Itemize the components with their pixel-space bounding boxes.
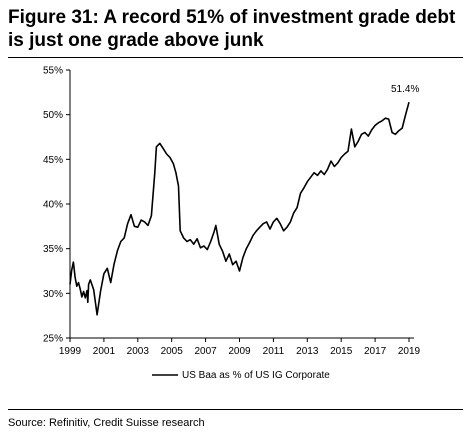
x-tick-label: 2011 <box>263 346 285 357</box>
y-tick-label: 55% <box>43 66 63 77</box>
x-tick-label: 2019 <box>398 346 421 357</box>
source-rule <box>8 409 463 410</box>
title-rule <box>8 57 463 58</box>
last-value-annotation: 51.4% <box>391 84 419 95</box>
y-tick-label: 40% <box>43 200 63 211</box>
legend-label: US Baa as % of US IG Corporate <box>182 370 330 381</box>
y-tick-label: 45% <box>43 155 63 166</box>
y-tick-label: 25% <box>43 334 63 345</box>
figure-title: Figure 31: A record 51% of investment gr… <box>8 7 456 51</box>
x-tick-label: 2017 <box>364 346 387 357</box>
x-tick-label: 2013 <box>296 346 319 357</box>
x-tick-label: 2015 <box>330 346 353 357</box>
source-note: Source: Refinitiv, Credit Suisse researc… <box>8 417 205 429</box>
series-line <box>69 101 410 316</box>
x-tick-label: 2007 <box>194 346 217 357</box>
x-tick-label: 2009 <box>228 346 251 357</box>
x-tick-label: 1999 <box>59 346 82 357</box>
legend: US Baa as % of US IG Corporate <box>152 370 330 381</box>
series-group <box>69 101 410 316</box>
x-tick-labels: 1999 2001 2003 2005 2007 2009 2011 2013 2015 2017… <box>59 338 421 357</box>
y-tick-labels: 25% 30% 35% 40% 45% 50% 55% <box>43 66 70 345</box>
x-tick-label: 2005 <box>161 346 184 357</box>
y-tick-label: 30% <box>43 289 63 300</box>
y-tick-label: 50% <box>43 110 63 121</box>
axes <box>69 70 414 339</box>
x-tick-label: 2003 <box>127 346 150 357</box>
y-tick-label: 35% <box>43 244 63 255</box>
x-tick-label: 2001 <box>93 346 116 357</box>
